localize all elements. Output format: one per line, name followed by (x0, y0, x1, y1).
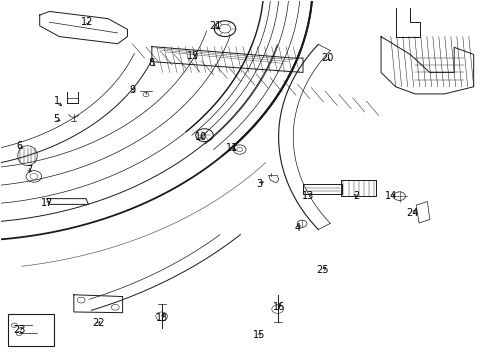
Text: 18: 18 (155, 313, 167, 323)
Text: 23: 23 (13, 325, 25, 335)
Text: 15: 15 (252, 330, 265, 340)
Text: 6: 6 (16, 141, 22, 151)
Text: 22: 22 (92, 319, 104, 328)
Text: 1: 1 (54, 96, 60, 106)
Text: 12: 12 (81, 17, 94, 27)
Text: 2: 2 (353, 191, 359, 201)
Text: 25: 25 (316, 265, 328, 275)
Text: 19: 19 (187, 51, 199, 61)
Text: 20: 20 (321, 53, 333, 63)
Text: 4: 4 (293, 224, 300, 233)
Text: 8: 8 (148, 58, 155, 68)
Text: 7: 7 (26, 165, 32, 175)
Text: 11: 11 (226, 143, 238, 153)
Text: 17: 17 (41, 198, 53, 208)
Text: 5: 5 (54, 114, 60, 124)
Text: 16: 16 (272, 302, 284, 312)
Text: 13: 13 (301, 191, 313, 201)
Text: 14: 14 (384, 191, 396, 201)
Text: 9: 9 (129, 85, 135, 95)
Bar (8, 314, 54, 346)
Text: 3: 3 (256, 179, 262, 189)
Text: 21: 21 (209, 21, 221, 31)
Text: 24: 24 (406, 208, 418, 218)
Text: 10: 10 (194, 132, 206, 142)
